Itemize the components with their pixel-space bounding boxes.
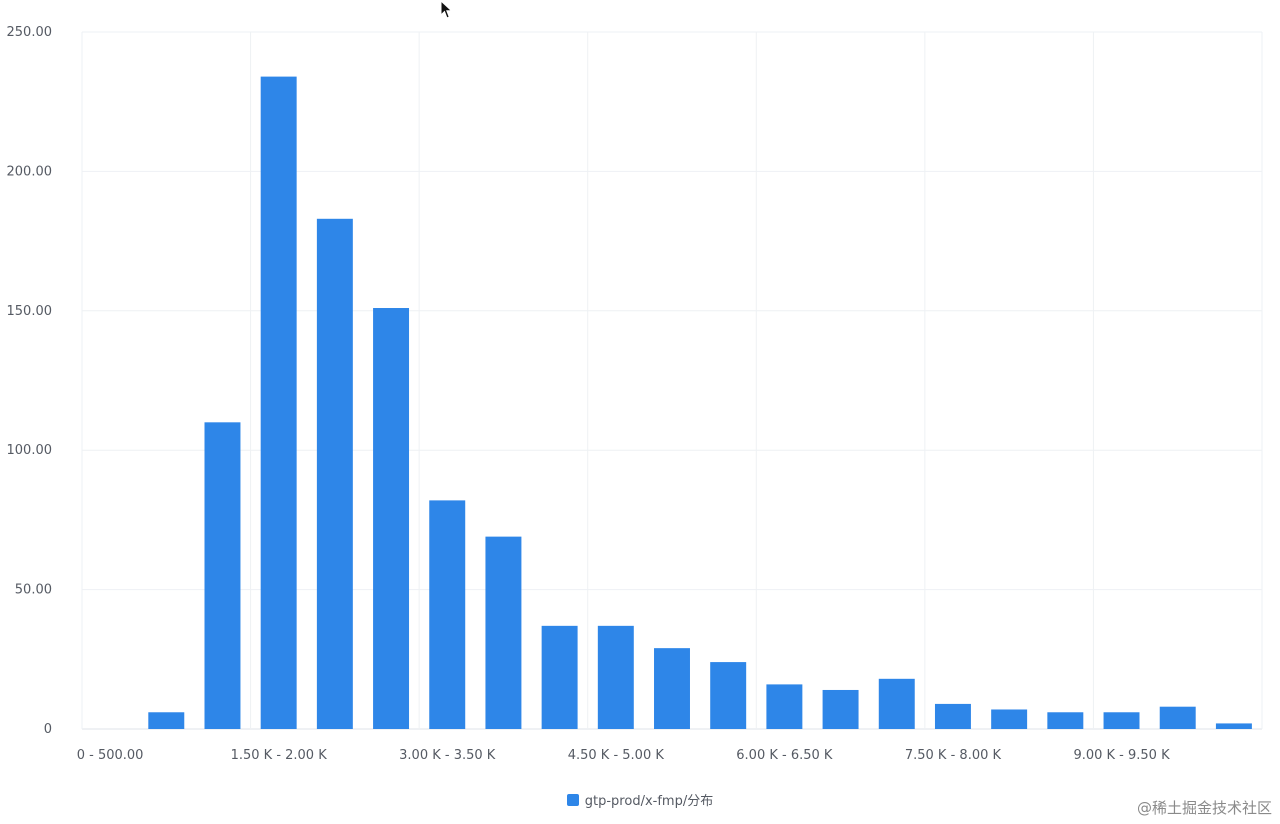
x-tick-label: 4.50 K - 5.00 K bbox=[568, 748, 665, 763]
bar[interactable]: 7.00 K - 7.50 K: 18 bbox=[878, 678, 915, 729]
x-tick-label: 9.00 K - 9.50 K bbox=[1073, 748, 1170, 763]
bar[interactable]: 6.00 K - 6.50 K: 16 bbox=[766, 684, 803, 729]
bar[interactable]: 1.50 K - 2.00 K: 234 bbox=[260, 76, 297, 729]
y-tick-label: 0 bbox=[44, 722, 52, 737]
legend[interactable]: gtp-prod/x-fmp/分布 bbox=[0, 790, 1280, 809]
bar[interactable]: 2.50 K - 3.00 K: 151 bbox=[373, 308, 410, 729]
bar[interactable]: 7.50 K - 8.00 K: 9 bbox=[934, 703, 971, 729]
bar[interactable]: 8.50 K - 9.00 K: 6 bbox=[1047, 712, 1084, 729]
bar[interactable]: 2.00 K - 2.50 K: 183 bbox=[316, 218, 353, 729]
credit-watermark: @稀土掘金技术社区 bbox=[1136, 799, 1272, 817]
cursor-icon bbox=[440, 0, 453, 19]
legend-label: gtp-prod/x-fmp/分布 bbox=[584, 794, 714, 809]
x-tick-label: 7.50 K - 8.00 K bbox=[905, 748, 1002, 763]
x-tick-label: 6.00 K - 6.50 K bbox=[736, 748, 833, 763]
x-tick-label: 3.00 K - 3.50 K bbox=[399, 748, 496, 763]
bar[interactable]: 1.00 K - 1.50 K: 110 bbox=[204, 422, 241, 729]
grid-lines bbox=[81, 31, 1263, 730]
bar[interactable]: 3.00 K - 3.50 K: 82 bbox=[429, 500, 466, 729]
bar[interactable]: 3.50 K - 4.00 K: 69 bbox=[485, 536, 522, 729]
bars: 500.00 - 1.00 K: 6 1.00 K - 1.50 K: 110 1.… bbox=[148, 76, 1252, 729]
bar[interactable]: 5.00 K - 5.50 K: 29 bbox=[654, 648, 690, 729]
x-tick-label: 1.50 K - 2.00 K bbox=[231, 748, 328, 763]
x-tick-label: 0 - 500.00 bbox=[77, 748, 144, 763]
bar[interactable]: 5.50 K - 6.00 K: 24 bbox=[710, 662, 747, 729]
bar[interactable]: 9.50 K - 10.00 K: 8 bbox=[1159, 706, 1196, 729]
bar[interactable]: 9.00 K - 9.50 K: 6 bbox=[1103, 712, 1140, 729]
bar[interactable]: 4.00 K - 4.50 K: 37 bbox=[541, 625, 578, 729]
x-axis: 0 - 500.00 1.50 K - 2.00 K 3.00 K - 3.50 K… bbox=[77, 748, 1170, 763]
bar[interactable]: 4.50 K - 5.00 K: 37 bbox=[597, 625, 634, 729]
bar[interactable]: 500.00 - 1.00 K: 6 bbox=[148, 712, 185, 729]
y-tick-label: 50.00 bbox=[15, 583, 52, 598]
bar[interactable]: 8.00 K - 8.50 K: 7 bbox=[991, 709, 1028, 729]
legend-swatch bbox=[566, 794, 579, 806]
y-tick-label: 200.00 bbox=[7, 164, 53, 179]
y-tick-label: 100.00 bbox=[7, 443, 53, 458]
bar[interactable]: 6.50 K - 7.00 K: 14 bbox=[822, 689, 859, 729]
y-tick-label: 250.00 bbox=[7, 25, 53, 40]
y-tick-label: 150.00 bbox=[7, 304, 53, 319]
y-axis: 0 50.00 100.00 150.00 200.00 250.00 bbox=[7, 25, 53, 737]
bar[interactable]: 10.00 K - 10.50 K: 2 bbox=[1215, 723, 1252, 729]
